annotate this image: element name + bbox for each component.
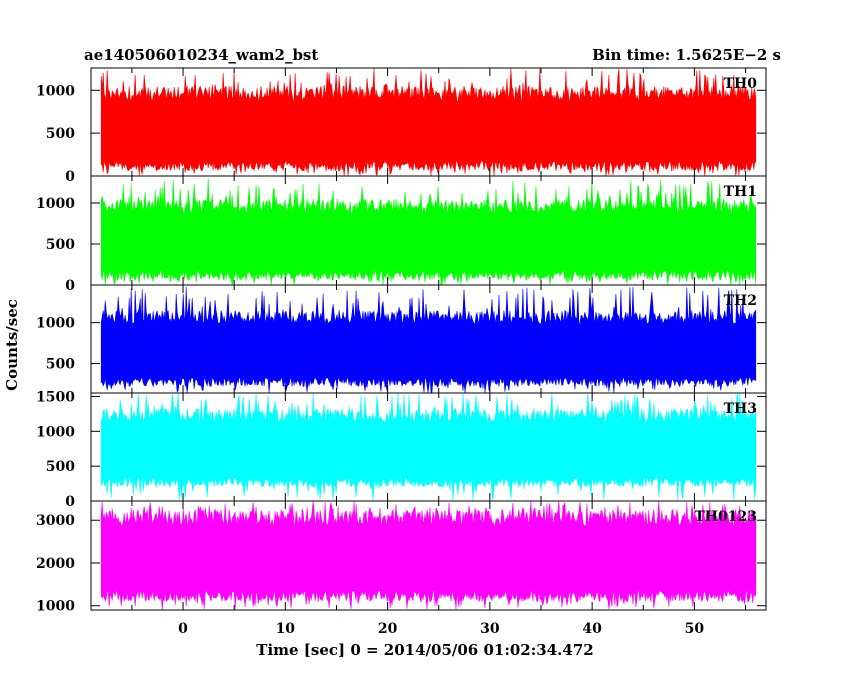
panel-th0123-frame bbox=[90, 500, 767, 611]
series-th0123-curve bbox=[100, 501, 757, 610]
text-layer: ae140506010234_wam2_bst Bin time: 1.5625… bbox=[3, 46, 781, 659]
y-tick-label: 500 bbox=[46, 237, 75, 253]
x-tick-label: 40 bbox=[582, 621, 602, 637]
y-tick-label: 1000 bbox=[36, 424, 75, 440]
y-tick-label: 500 bbox=[46, 357, 75, 373]
y-tick-label: 0 bbox=[65, 494, 75, 510]
chart-title-left: ae140506010234_wam2_bst bbox=[84, 46, 318, 64]
y-tick-label: 1000 bbox=[36, 316, 75, 332]
panel-label-th0123: TH0123 bbox=[694, 509, 757, 525]
panel-label-th0: TH0 bbox=[724, 76, 758, 92]
series-th0-curve bbox=[100, 68, 757, 177]
x-tick-label: 20 bbox=[378, 621, 398, 637]
y-tick-label: 1000 bbox=[36, 196, 75, 212]
series-th3-curve bbox=[100, 393, 757, 502]
y-tick-label: 1000 bbox=[36, 83, 75, 99]
x-tick-label: 10 bbox=[276, 621, 296, 637]
y-tick-label: 3000 bbox=[36, 513, 75, 529]
panel-label-th3: TH3 bbox=[724, 401, 757, 417]
frame-layer bbox=[90, 67, 767, 611]
chart-title-right: Bin time: 1.5625E−2 s bbox=[592, 46, 781, 64]
series-layer bbox=[100, 68, 757, 610]
panel-label-th1: TH1 bbox=[724, 184, 757, 200]
x-tick-label: 30 bbox=[480, 621, 500, 637]
y-tick-label: 0 bbox=[65, 169, 75, 185]
y-tick-label: 0 bbox=[65, 278, 75, 294]
panel-label-th2: TH2 bbox=[724, 293, 757, 309]
y-tick-label: 1500 bbox=[36, 389, 75, 405]
series-th2-curve bbox=[100, 286, 757, 393]
x-tick-label: 50 bbox=[685, 621, 705, 637]
y-axis-title: Counts/sec bbox=[3, 299, 21, 391]
y-tick-label: 2000 bbox=[36, 556, 75, 572]
y-tick-label: 500 bbox=[46, 126, 75, 142]
y-tick-label: 500 bbox=[46, 459, 75, 475]
series-th1-curve bbox=[100, 178, 757, 286]
x-axis-title: Time [sec] 0 = 2014/05/06 01:02:34.472 bbox=[256, 641, 593, 659]
y-tick-label: 1000 bbox=[36, 599, 75, 615]
x-tick-label: 0 bbox=[178, 621, 188, 637]
